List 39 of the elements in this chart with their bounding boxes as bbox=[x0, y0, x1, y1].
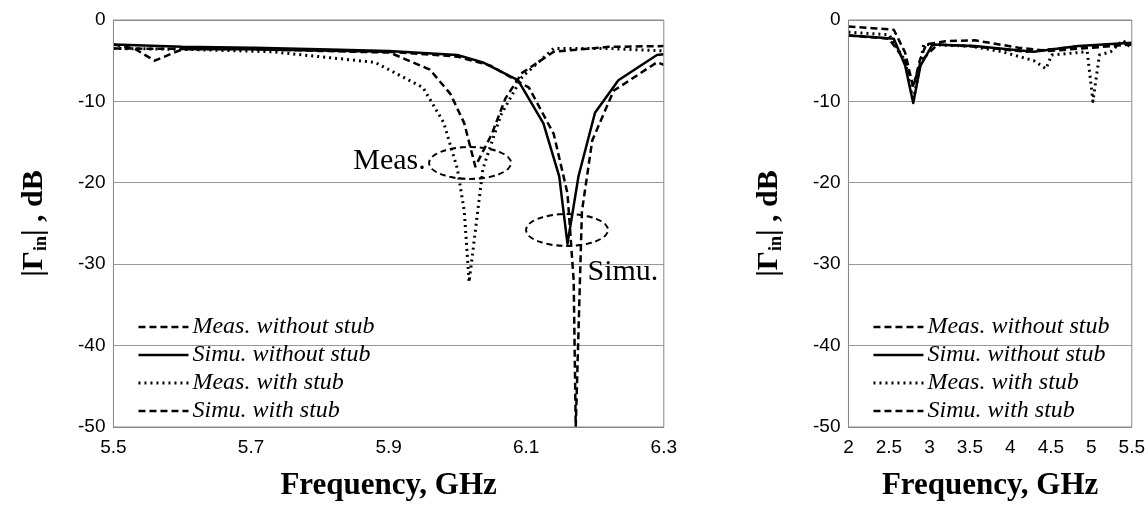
legend-label: Simu. with stub bbox=[927, 396, 1075, 423]
y-tick-label: -10 bbox=[812, 89, 841, 111]
legend-label: Meas. with stub bbox=[926, 368, 1079, 395]
legend-label: Simu. without stub bbox=[192, 340, 371, 367]
x-tick-label: 5.7 bbox=[237, 435, 265, 457]
x-axis-title: Frequency, GHz bbox=[881, 466, 1099, 502]
legend-label: Meas. with stub bbox=[191, 368, 344, 395]
x-axis-title: Frequency, GHz bbox=[280, 466, 498, 502]
legend-label: Meas. without stub bbox=[191, 312, 375, 339]
x-tick-label: 3.5 bbox=[956, 435, 984, 457]
y-tick-label: -50 bbox=[77, 415, 106, 437]
y-tick-label: -50 bbox=[812, 415, 841, 437]
y-tick-label: -10 bbox=[77, 89, 106, 111]
legend-label: Meas. without stub bbox=[926, 312, 1110, 339]
legend-label: Simu. without stub bbox=[927, 340, 1106, 367]
x-tick-label: 6.3 bbox=[650, 435, 677, 457]
legend-label: Simu. with stub bbox=[192, 396, 340, 423]
annotation: Meas. bbox=[353, 142, 426, 176]
y-tick-label: -30 bbox=[812, 252, 841, 274]
x-tick-label: 5.5 bbox=[1118, 435, 1145, 457]
x-tick-label: 5 bbox=[1086, 435, 1097, 457]
x-tick-label: 6.1 bbox=[513, 435, 540, 457]
x-tick-label: 2.5 bbox=[875, 435, 903, 457]
y-tick-label: 0 bbox=[94, 8, 106, 30]
x-tick-label: 4 bbox=[1005, 435, 1017, 457]
y-tick-label: -40 bbox=[812, 333, 841, 355]
y-axis-title: |Γin| , dB bbox=[14, 170, 51, 277]
x-tick-label: 2 bbox=[843, 435, 854, 457]
y-tick-label: -40 bbox=[77, 333, 106, 355]
x-tick-label: 5.5 bbox=[100, 435, 127, 457]
annotation: Simu. bbox=[587, 252, 659, 286]
x-tick-label: 3 bbox=[924, 435, 935, 457]
y-axis-title: |Γin| , dB bbox=[749, 170, 786, 277]
x-tick-label: 5.9 bbox=[375, 435, 402, 457]
x-tick-label: 4.5 bbox=[1037, 435, 1065, 457]
y-tick-label: -20 bbox=[77, 171, 106, 193]
y-tick-label: -30 bbox=[77, 252, 106, 274]
y-tick-label: -20 bbox=[812, 171, 841, 193]
y-tick-label: 0 bbox=[829, 8, 841, 30]
